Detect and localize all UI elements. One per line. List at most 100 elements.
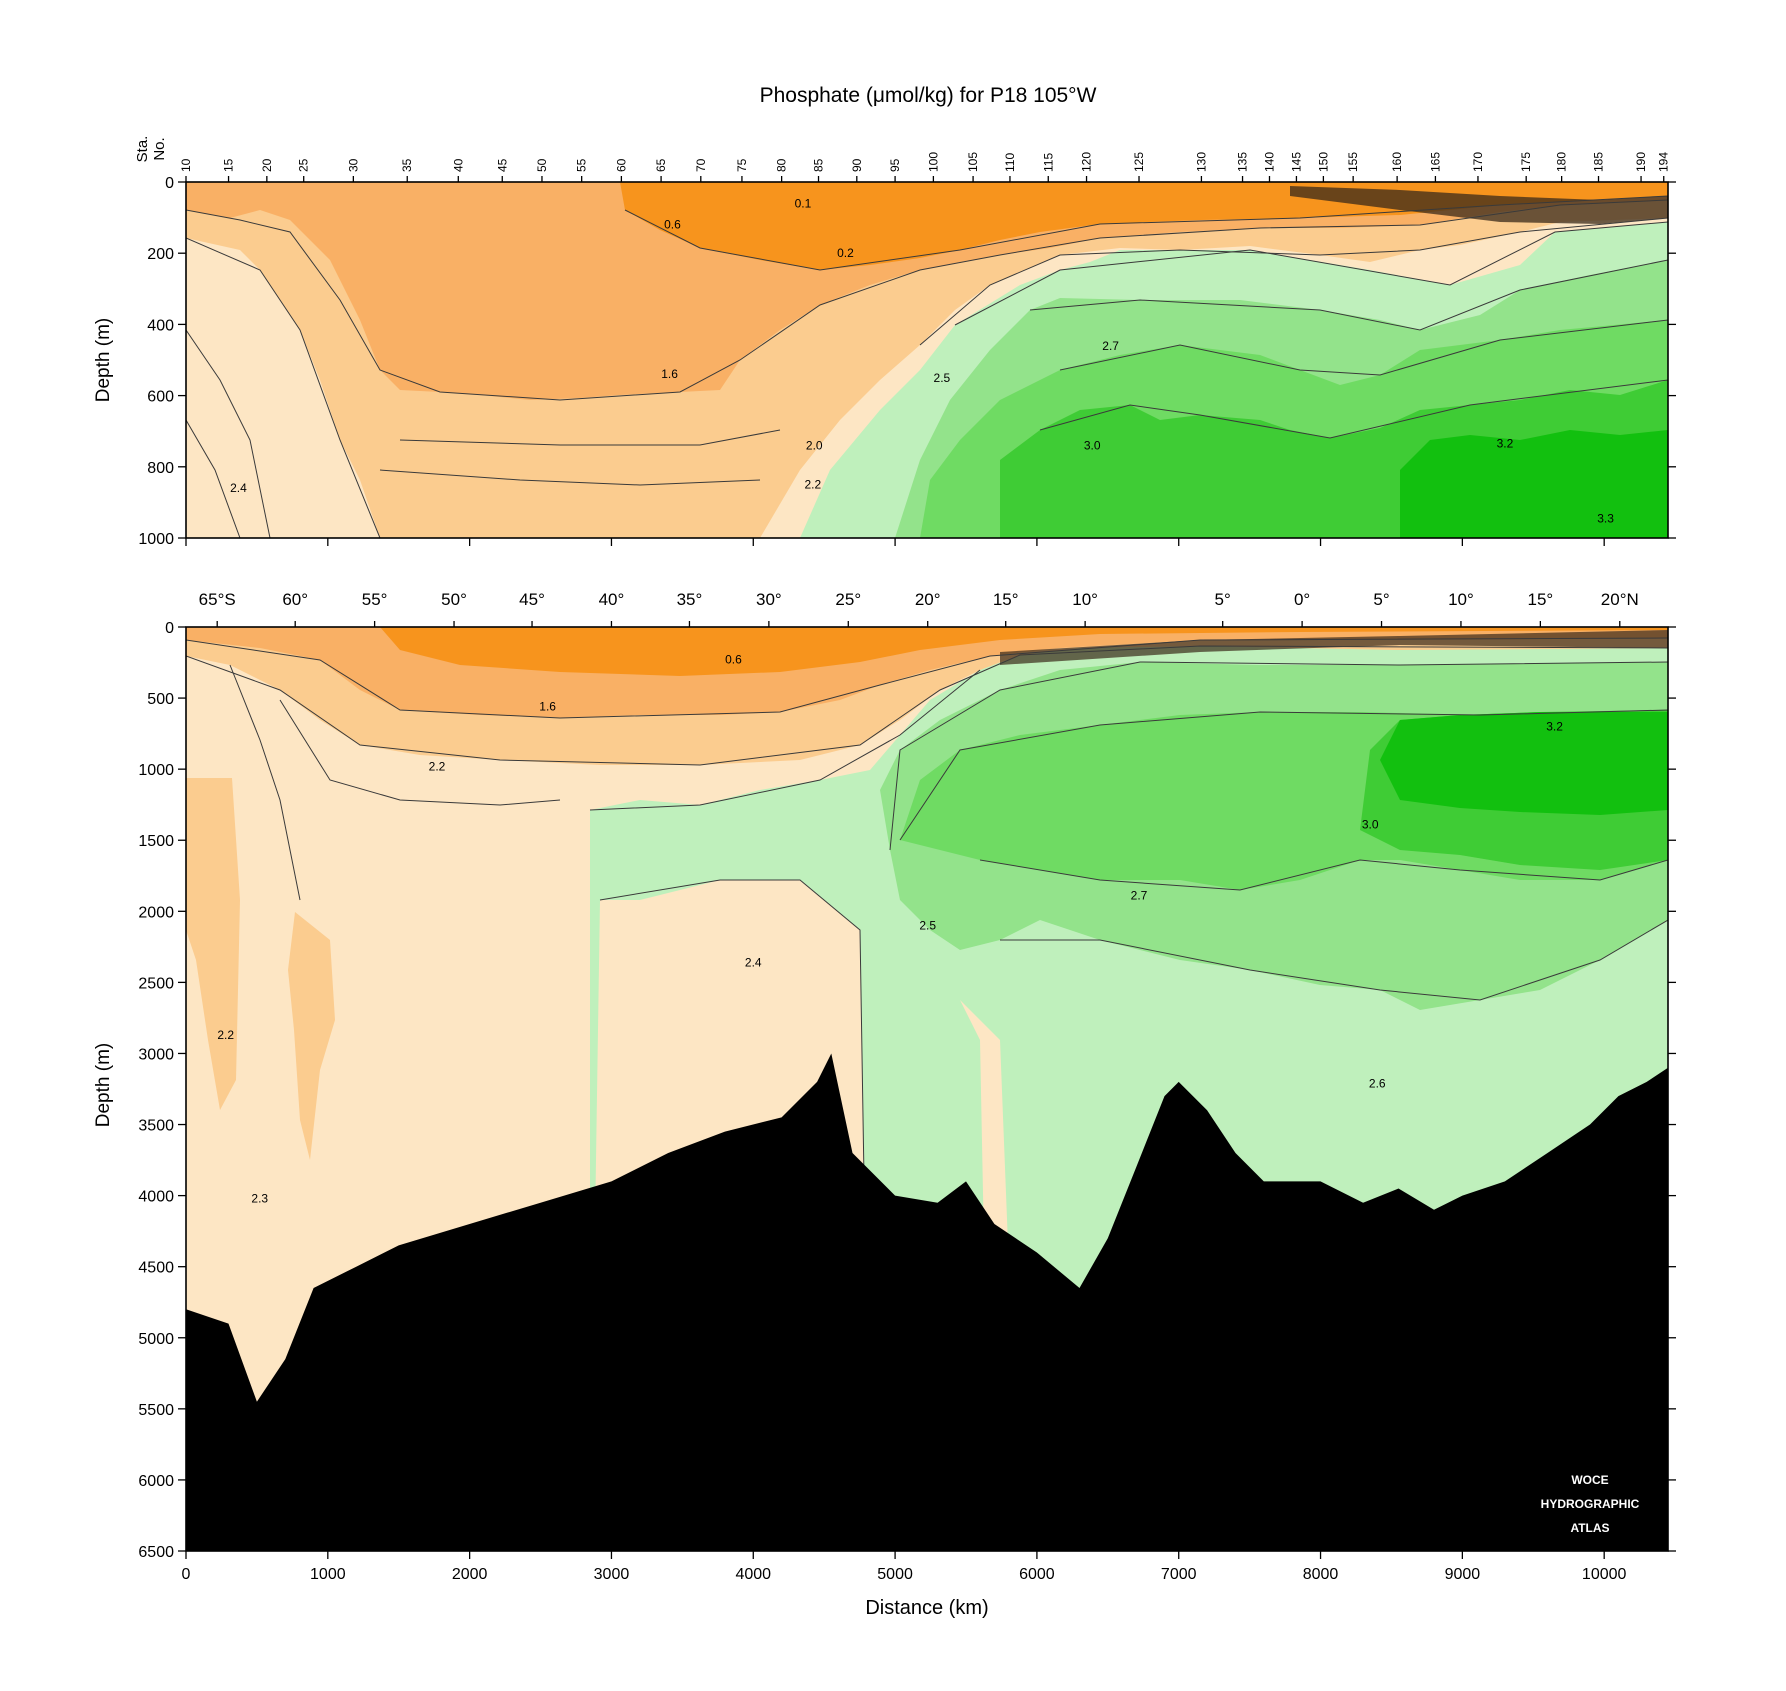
- contour-label: 2.7: [1102, 339, 1119, 353]
- latitude-tick-label: 10°: [1448, 590, 1474, 609]
- latitude-tick-label: 15°: [993, 590, 1019, 609]
- bottom-deep-orange-patch-1: [186, 778, 240, 1110]
- station-tick-label: 115: [1041, 153, 1055, 172]
- contour-label: 2.6: [1369, 1076, 1386, 1090]
- station-tick-label: 80: [775, 158, 789, 172]
- station-tick-label: 194: [1657, 152, 1671, 172]
- latitude-tick-label: 10°: [1072, 590, 1098, 609]
- latitude-tick-label: 25°: [835, 590, 861, 609]
- bottom-y-ticks: 0 500 1000 1500 2000 2500 3000 3500 4000 4500 5000…: [138, 620, 1676, 1561]
- bottom-deep-orange-patch-2: [288, 912, 335, 1160]
- watermark-line-1: WOCE: [1571, 1473, 1608, 1487]
- contour-label: 2.2: [804, 478, 821, 492]
- station-tick-label: 35: [400, 158, 414, 172]
- distance-tick-label: 5000: [877, 1566, 913, 1583]
- station-tick-label: 175: [1519, 152, 1533, 172]
- x-axis-label: Distance (km): [865, 1597, 988, 1619]
- station-tick-label: 165: [1428, 152, 1442, 172]
- contour-label: 1.6: [661, 367, 678, 381]
- top-y-tick-label: 400: [147, 317, 174, 334]
- bottom-contour-lines: [186, 637, 1668, 1551]
- distance-ticks: 0 1000 2000 3000 4000 5000 6000 7000 8000 9000 100…: [182, 538, 1627, 1583]
- station-tick-label: 150: [1316, 152, 1330, 172]
- contour-label: 2.5: [919, 919, 936, 933]
- contour-label: 0.1: [795, 196, 812, 210]
- bottom-y-tick-label: 2000: [138, 904, 174, 921]
- station-tick-label: 90: [850, 158, 864, 172]
- distance-tick-label: 7000: [1161, 1566, 1197, 1583]
- bottom-panel: 0 500 1000 1500 2000 2500 3000 3500 4000 4500 5000…: [93, 538, 1676, 1619]
- top-contour-lines: [186, 195, 1668, 538]
- distance-tick-label: 10000: [1582, 1566, 1627, 1583]
- latitude-tick-label: 0°: [1294, 590, 1310, 609]
- latitude-ticks: 65°S 60° 55° 50° 45° 40° 35° 30° 25° 20° 15° 10° 5° 0…: [199, 590, 1639, 627]
- distance-tick-label: 6000: [1019, 1566, 1055, 1583]
- bottom-region-dark-orange: [380, 627, 1668, 676]
- top-y-ticks: 0 200 400 600 800 1000: [138, 175, 1676, 548]
- latitude-tick-label: 30°: [756, 590, 782, 609]
- station-tick-label: 55: [575, 158, 589, 172]
- station-tick-label: 15: [222, 158, 236, 172]
- contour-label: 3.0: [1362, 818, 1379, 832]
- station-tick-label: 95: [888, 158, 902, 172]
- station-tick-label: 160: [1390, 152, 1404, 172]
- latitude-tick-label: 35°: [677, 590, 703, 609]
- station-axis-label-line1: Sta.: [134, 136, 151, 163]
- bottom-y-tick-label: 0: [165, 620, 174, 637]
- station-tick-label: 85: [812, 158, 826, 172]
- top-thermocline-band: [1290, 186, 1668, 224]
- contour-label: 3.2: [1546, 720, 1563, 734]
- contour-label: 0.2: [837, 246, 854, 260]
- station-tick-label: 70: [694, 158, 708, 172]
- latitude-tick-label: 60°: [282, 590, 308, 609]
- contour-label: 2.0: [806, 438, 823, 452]
- station-tick-label: 75: [735, 158, 749, 172]
- station-tick-label: 135: [1236, 152, 1250, 172]
- latitude-tick-label: 40°: [599, 590, 625, 609]
- station-tick-label: 120: [1080, 152, 1094, 172]
- station-tick-label: 170: [1471, 152, 1485, 172]
- top-y-tick-label: 600: [147, 389, 174, 406]
- latitude-tick-label: 20°: [915, 590, 941, 609]
- bottom-y-tick-label: 1000: [138, 762, 174, 779]
- top-y-tick-label: 0: [165, 175, 174, 192]
- top-region-dark-green: [1400, 430, 1668, 538]
- chart-title: Phosphate (μmol/kg) for P18 105°W: [760, 84, 1097, 107]
- bottom-y-tick-label: 6500: [138, 1544, 174, 1561]
- distance-tick-label: 9000: [1445, 1566, 1481, 1583]
- station-tick-label: 45: [495, 158, 509, 172]
- station-tick-label: 180: [1555, 152, 1569, 172]
- bottom-contour-labels: 0.6 1.6 3.2 2.2 3.0 2.7 2.5 2.4 2.2 2.6 2.3: [217, 653, 1563, 1206]
- station-tick-label: 140: [1262, 152, 1276, 172]
- top-y-axis-label: Depth (m): [93, 318, 114, 402]
- distance-tick-label: 8000: [1303, 1566, 1339, 1583]
- top-panel: 0 200 400 600 800 1000 0.1 0.6 0.2 1.6 2.7 2.5 2.0 3…: [93, 136, 1676, 548]
- contour-label: 3.0: [1084, 438, 1101, 452]
- station-tick-label: 190: [1634, 152, 1648, 172]
- latitude-tick-label: 50°: [441, 590, 467, 609]
- watermark-line-2: HYDROGRAPHIC: [1541, 1497, 1640, 1511]
- station-tick-label: 185: [1592, 152, 1606, 172]
- station-tick-label: 105: [966, 152, 980, 172]
- woce-watermark: WOCE HYDROGRAPHIC ATLAS: [1541, 1473, 1640, 1535]
- top-y-tick-label: 200: [147, 246, 174, 263]
- latitude-tick-label: 15°: [1528, 590, 1554, 609]
- bottom-y-tick-label: 4500: [138, 1260, 174, 1277]
- station-tick-label: 125: [1132, 152, 1146, 172]
- latitude-tick-label: 5°: [1373, 590, 1389, 609]
- station-tick-label: 110: [1003, 153, 1017, 172]
- bottom-y-tick-label: 5500: [138, 1402, 174, 1419]
- station-tick-label: 25: [297, 158, 311, 172]
- contour-label: 2.3: [251, 1191, 268, 1205]
- bottom-y-tick-label: 5000: [138, 1331, 174, 1348]
- station-tick-label: 10: [179, 158, 193, 172]
- top-y-tick-label: 1000: [138, 531, 174, 548]
- station-tick-label: 65: [654, 158, 668, 172]
- bottom-y-tick-label: 1500: [138, 833, 174, 850]
- latitude-tick-label: 65°S: [199, 590, 236, 609]
- station-tick-label: 155: [1346, 152, 1360, 172]
- contour-label: 2.4: [745, 955, 762, 969]
- distance-tick-label: 4000: [735, 1566, 771, 1583]
